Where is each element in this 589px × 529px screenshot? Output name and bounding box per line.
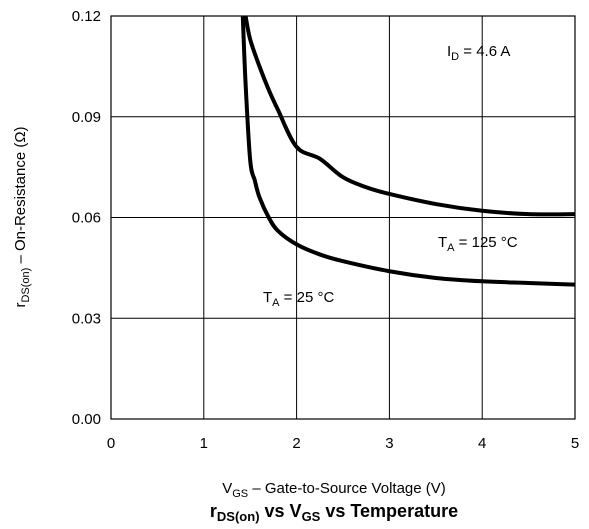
annotation-t25: TA = 25 °C [263, 289, 334, 309]
y-tick-label: 0.06 [72, 210, 101, 227]
series-layer [240, 15, 576, 287]
y-tick-label: 0.09 [72, 109, 101, 126]
series-line-t125 [243, 15, 576, 217]
chart-title: rDS(on) vs VGS vs Temperature [210, 501, 458, 524]
annotation-t125: TA = 125 °C [438, 234, 518, 254]
x-tick-label: 4 [478, 435, 486, 452]
x-tick-label: 0 [107, 435, 115, 452]
y-tick-label: 0.00 [72, 411, 101, 428]
x-tick-label: 5 [571, 435, 579, 452]
annotation-drain-current: ID = 4.6 A [447, 43, 510, 63]
y-axis-label: rDS(on) – On-Resistance (Ω) [12, 126, 32, 307]
x-tick-label: 3 [385, 435, 393, 452]
y-tick-labels: 0.00 0.03 0.06 0.09 0.12 [72, 8, 101, 428]
plot-frame [110, 15, 576, 420]
x-tick-labels: 0 1 2 3 4 5 [107, 435, 579, 452]
y-tick-label: 0.12 [72, 8, 101, 25]
grid [110, 15, 576, 420]
x-tick-label: 2 [292, 435, 300, 452]
x-axis-label: VGS – Gate-to-Source Voltage (V) [222, 480, 446, 500]
x-tick-label: 1 [200, 435, 208, 452]
y-tick-label: 0.03 [72, 310, 101, 327]
series-line-t25 [240, 15, 576, 287]
